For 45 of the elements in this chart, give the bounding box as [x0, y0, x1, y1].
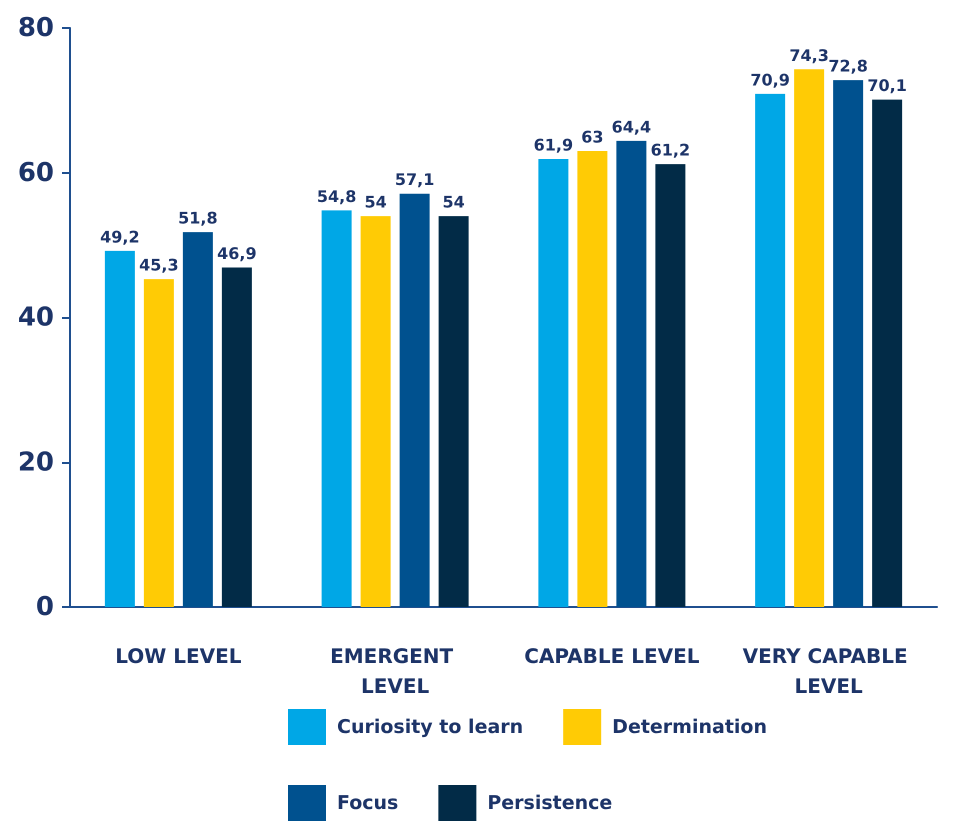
data-label: 61,9: [534, 136, 574, 154]
bar: [222, 268, 252, 607]
data-label: 54: [442, 192, 465, 212]
data-label: 46,9: [217, 244, 257, 264]
data-label: 57,1: [394, 170, 434, 190]
bar: [655, 164, 686, 607]
legend-label: Persistence: [487, 792, 612, 814]
y-tick-label: 0: [36, 592, 54, 622]
data-label: 45,3: [139, 256, 179, 275]
bar: [577, 151, 608, 607]
data-label: 64,4: [612, 117, 652, 136]
bar: [104, 250, 135, 607]
data-label: 70,1: [867, 76, 907, 96]
data-label: 74,3: [789, 46, 829, 65]
x-tick-label: EMERGENT LEVEL: [330, 644, 460, 698]
bar: [360, 216, 391, 607]
x-tick-label: CAPABLE LEVEL: [524, 644, 700, 668]
data-label: 72,8: [828, 56, 868, 76]
bar: [438, 216, 469, 607]
y-tick-label: 40: [18, 302, 54, 332]
bar: [322, 210, 352, 607]
data-label: 51,8: [178, 208, 218, 228]
bar: [182, 232, 213, 607]
bar: [755, 94, 786, 607]
bar: [538, 159, 568, 607]
bar: [794, 69, 824, 607]
legend-label: Focus: [337, 792, 398, 814]
data-label: 49,2: [100, 227, 140, 246]
y-tick-label: 20: [18, 447, 54, 478]
data-label: 54,8: [316, 186, 356, 206]
legend-label: Curiosity to learn: [337, 716, 524, 738]
bar: [833, 80, 864, 607]
bar: [144, 279, 174, 607]
data-label: 70,9: [750, 70, 790, 90]
data-label: 54: [364, 192, 387, 212]
bar: [872, 100, 902, 607]
y-tick-label: 80: [18, 13, 54, 43]
data-label: 61,2: [650, 140, 690, 160]
x-tick-label: LOW LEVEL: [115, 644, 242, 668]
y-tick-label: 60: [18, 158, 54, 188]
x-tick-label: VERY CAPABLE LEVEL: [742, 644, 915, 698]
data-label: 63: [581, 128, 604, 147]
bar: [400, 194, 430, 607]
bar: [616, 140, 646, 607]
legend-label: Determination: [612, 716, 768, 738]
